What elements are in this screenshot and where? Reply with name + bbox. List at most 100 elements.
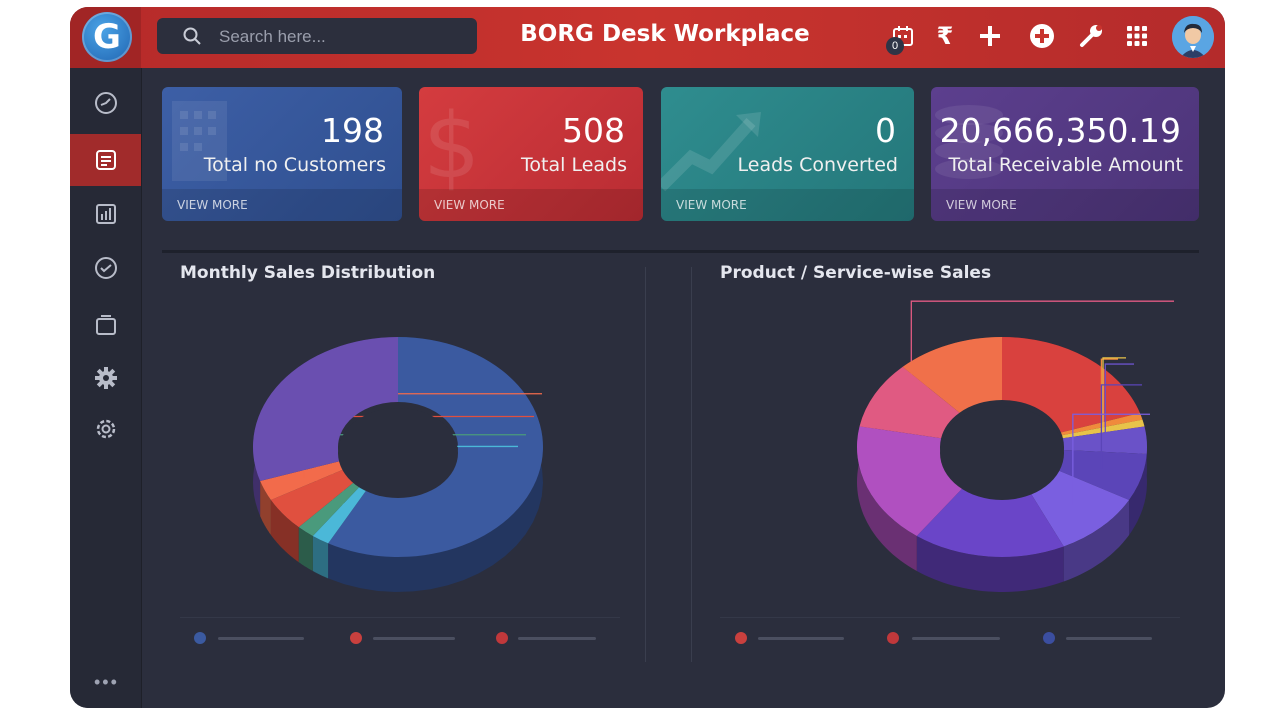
building-icon [172,101,227,181]
rupee-icon[interactable]: ₹ [936,22,954,50]
legend-dot [496,632,508,644]
pie-slice[interactable] [859,366,960,439]
trend-up-icon [661,112,761,192]
wrench-icon[interactable] [1078,23,1104,49]
pie-slice-side [298,527,313,571]
legend-dot [194,632,206,644]
user-avatar[interactable] [1172,16,1214,58]
pie-slice[interactable] [270,468,357,528]
pie-slice[interactable] [857,426,966,536]
search-box [157,18,477,56]
sidebar-item-configuration[interactable] [70,352,141,404]
view-more-link[interactable]: VIEW MORE [676,198,747,212]
plus-icon[interactable] [977,23,1003,49]
apps-grid-icon[interactable] [1124,23,1150,49]
converted-count: 0 [875,111,896,150]
leader-line [1100,384,1142,469]
pie-slice-side [260,481,271,535]
pie-slice-side [1063,500,1130,582]
gear-icon [94,367,117,389]
leads-count: 508 [562,111,625,150]
donut-hole [338,408,458,498]
card-leads-converted[interactable]: 0 Leads Converted VIEW MORE [661,87,914,221]
product-sales-title: Product / Service-wise Sales [720,263,992,283]
view-more-link[interactable]: VIEW MORE [434,198,505,212]
card-total-receivable[interactable]: 20,666,350.19 Total Receivable Amount VI… [931,87,1199,221]
dashboard-icon [94,92,117,114]
leader-line [1104,363,1134,443]
bar-chart-icon [95,204,116,224]
card-total-customers[interactable]: 198 Total no Customers VIEW MORE [162,87,402,221]
pie-slice-side [916,536,1064,592]
converted-label: Leads Converted [737,154,898,176]
document-icon [95,150,116,170]
pie-slice[interactable] [260,460,346,500]
legend-dot [1043,632,1055,644]
monthly-sales-chart [252,337,543,592]
sidebar-item-projects[interactable] [70,299,141,351]
donut-hole [940,406,1064,500]
legend-divider [720,617,1180,618]
product-sales-chart [857,300,1174,592]
pie-slice[interactable] [1028,469,1130,547]
pie-slice[interactable] [298,479,363,536]
pie-slice[interactable] [902,337,1002,413]
legend-label [912,637,1000,640]
legend-label [218,637,304,640]
leader-line [1072,413,1150,505]
coins-icon [935,105,1003,179]
section-divider [162,250,1199,253]
pie-slice[interactable] [1056,449,1147,500]
sidebar-item-documents[interactable] [70,134,141,186]
dollar-icon: $ [423,94,480,197]
sidebar-item-reports[interactable] [70,188,141,240]
folder-icon [95,315,116,335]
legend-label [1066,637,1152,640]
card-total-leads[interactable]: $ 508 Total Leads VIEW MORE [419,87,643,221]
pie-slice[interactable] [916,485,1064,557]
monthly-sales-title: Monthly Sales Distribution [180,263,436,283]
pie-slice-side [270,500,299,563]
receivable-label: Total Receivable Amount [948,154,1184,176]
legend-label [758,637,844,640]
card-footer: VIEW MORE [162,189,402,221]
top-bar: G BORG Desk Workplace 0 ₹ [70,7,1225,68]
panel-separator [691,267,692,662]
legend-dot [350,632,362,644]
logo-letter: G [93,17,121,57]
sidebar-item-activity[interactable] [70,242,141,294]
sidebar-more-button[interactable]: ••• [94,672,119,692]
search-icon [183,27,201,45]
legend-label [373,637,455,640]
sidebar-item-dashboard[interactable] [70,77,141,129]
user-avatar-icon [1172,16,1214,58]
legend-label [518,637,596,640]
sidebar: ••• [70,68,142,708]
pie-slice-side [328,337,543,592]
customers-count: 198 [321,111,384,150]
card-footer: VIEW MORE [661,189,914,221]
sidebar-item-settings[interactable] [70,403,141,455]
leader-line [1102,357,1126,430]
pie-slice-side [857,426,917,571]
customers-label: Total no Customers [203,154,386,176]
logo-cell: G [70,7,141,68]
leads-label: Total Leads [521,154,627,176]
pie-slice-side [312,536,329,579]
pie-slice-side [1129,453,1147,535]
view-more-link[interactable]: VIEW MORE [946,198,1017,212]
add-circle-icon[interactable] [1029,23,1055,49]
app-logo[interactable]: G [82,12,132,62]
pie-slice[interactable] [312,483,370,544]
calendar-badge: 0 [886,37,904,55]
view-more-link[interactable]: VIEW MORE [177,198,248,212]
app-title: BORG Desk Workplace [520,21,810,47]
pie-slice[interactable] [252,337,398,481]
pie-slice[interactable] [328,337,543,557]
search-input[interactable] [217,18,471,56]
leaf-icon [94,257,117,279]
receivable-amount: 20,666,350.19 [939,111,1181,150]
card-footer: VIEW MORE [931,189,1199,221]
legend-divider [180,617,620,618]
legend-dot [887,632,899,644]
